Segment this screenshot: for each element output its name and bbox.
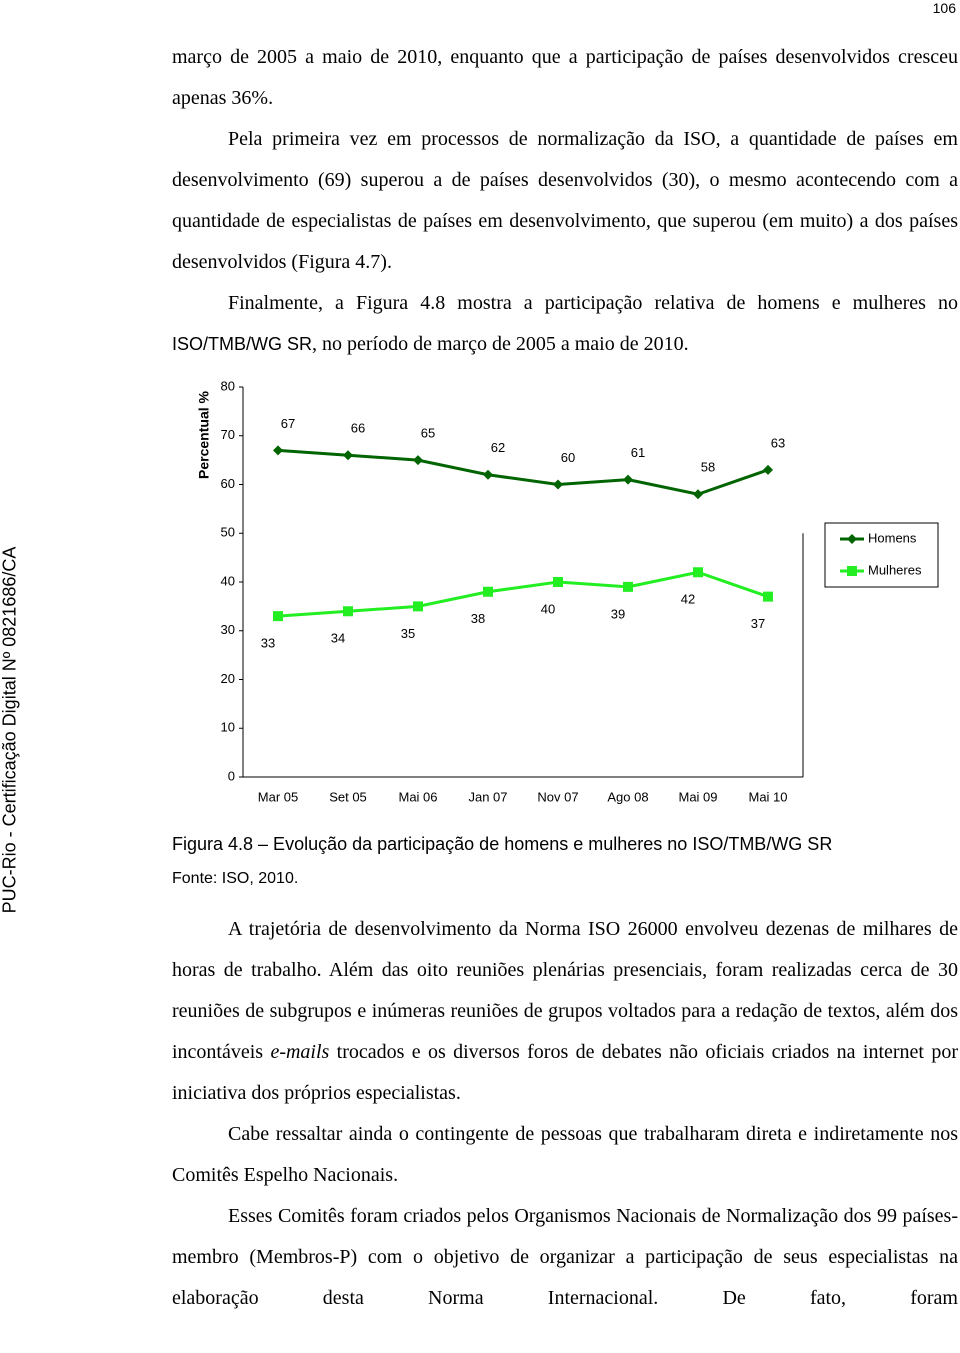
data-point [413,455,423,466]
data-point [763,591,773,602]
legend-marker [847,534,857,544]
y-axis-label: Percentual % [196,390,212,478]
paragraph: A trajetória de desenvolvimento da Norma… [172,909,958,1114]
paragraph: março de 2005 a maio de 2010, enquanto q… [172,37,958,119]
x-tick-label: Set 05 [329,789,367,804]
legend-label: Homens [868,530,917,545]
data-label: 67 [281,416,295,431]
x-tick-label: Mai 10 [748,789,787,804]
text: e-mails [270,1041,330,1063]
text-block: A trajetória de desenvolvimento da Norma… [172,909,958,1319]
data-label: 33 [261,636,275,651]
line-series [277,448,769,496]
data-label: 58 [701,460,715,475]
data-point [273,445,283,456]
y-tick-label: 70 [221,427,235,442]
text: Pela primeira vez em processos de normal… [172,128,958,273]
watermark: PUC-Rio - Certificação Digital Nº 082168… [0,546,20,914]
y-tick-label: 20 [221,671,235,686]
data-label: 62 [491,440,505,455]
y-tick-label: 50 [221,525,235,540]
data-point [553,479,563,490]
data-label: 37 [751,616,765,631]
data-label: 60 [561,450,575,465]
data-point [763,464,773,475]
data-label: 34 [331,631,345,646]
data-point [623,474,633,485]
data-point [413,601,423,612]
data-point [693,567,703,578]
text: ISO/TMB/WG SR [172,334,313,354]
y-tick-label: 0 [228,768,235,783]
paragraph: Esses Comitês foram criados pelos Organi… [172,1196,958,1319]
line-series [277,570,769,618]
chart: 0 10 20 30 40 50 60 70 80 Percentual % Mar 05 Set 0… [196,378,939,804]
data-point [273,611,283,622]
data-point [483,586,493,597]
legend-marker [847,566,857,576]
data-point [623,581,633,592]
paragraph: Pela primeira vez em processos de normal… [172,119,958,283]
data-label: 66 [351,421,365,436]
x-tick-label: Jan 07 [468,789,507,804]
data-label: 39 [611,606,625,621]
figure-source: Fonte: ISO, 2010. [172,870,299,887]
x-tick-label: Nov 07 [537,789,578,804]
x-tick-label: Ago 08 [607,789,648,804]
data-point [343,606,353,617]
figure-caption: Figura 4.8 – Evolução da participação de… [172,834,833,854]
x-tick-label: Mai 06 [398,789,437,804]
legend-box [824,522,939,588]
data-label: 35 [401,626,415,641]
text: Esses Comitês foram criados pelos Organi… [172,1205,958,1309]
x-tick-label: Mar 05 [258,789,298,804]
y-tick-label: 30 [221,622,235,637]
text: , no período de março de 2005 a maio de … [312,333,689,355]
data-label: 63 [771,435,785,450]
data-label: 65 [421,426,435,441]
y-tick-label: 60 [221,476,235,491]
paragraph: Cabe ressaltar ainda o contingente de pe… [172,1114,958,1196]
text: março de 2005 a maio de 2010, enquanto q… [172,46,958,109]
y-tick-label: 80 [221,378,235,393]
text-block: março de 2005 a maio de 2010, enquanto q… [172,37,958,365]
paragraph: Finalmente, a Figura 4.8 mostra a partic… [172,283,958,365]
data-point [693,489,703,500]
data-label: 61 [631,445,645,460]
data-point [553,577,563,587]
data-point [343,450,353,461]
text: trocados e os diversos foros de debates … [172,1041,958,1104]
data-label: 40 [541,601,555,616]
y-tick-label: 40 [221,573,235,588]
text: A trajetória de desenvolvimento da Norma… [172,918,958,1063]
text: Cabe ressaltar ainda o contingente de pe… [172,1123,958,1186]
data-label: 38 [471,611,485,626]
legend-label: Mulheres [868,562,922,577]
data-point [483,469,493,480]
data-label: 42 [681,592,695,607]
x-tick-label: Mai 09 [678,789,717,804]
y-tick-label: 10 [221,720,235,735]
page-number: 106 [932,0,956,16]
text: Finalmente, a Figura 4.8 mostra a partic… [228,292,958,314]
